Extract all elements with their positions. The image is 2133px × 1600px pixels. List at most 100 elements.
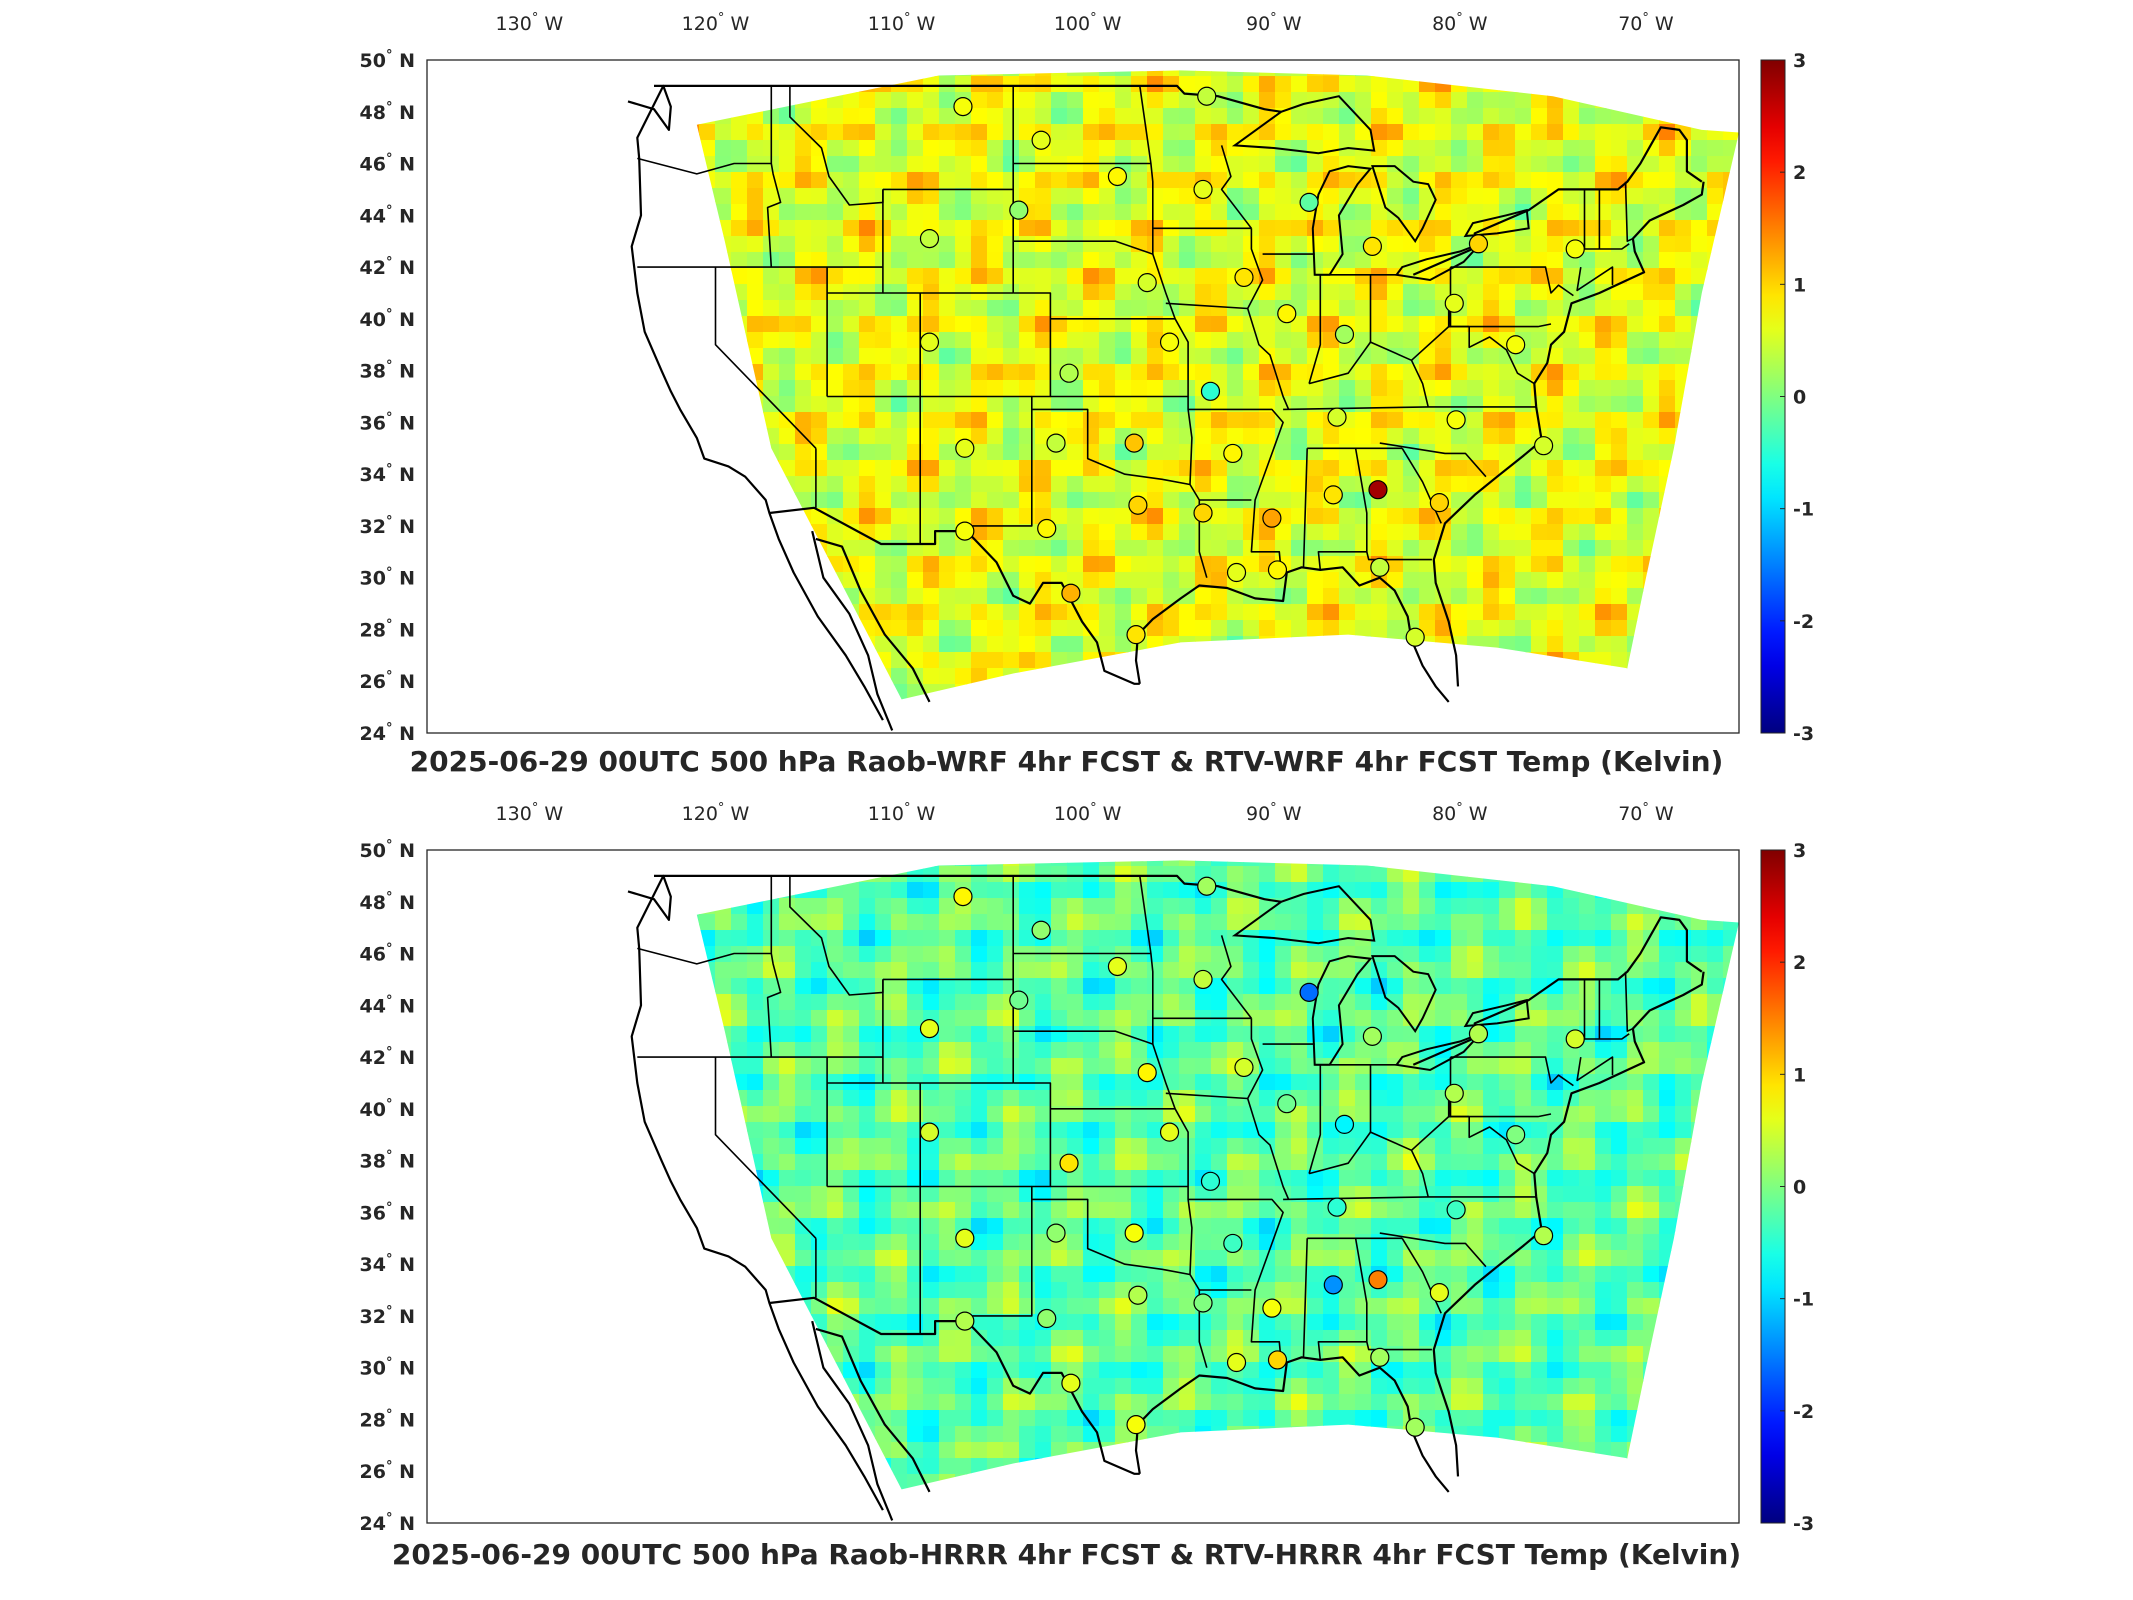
colorbar-tick-label: -2 <box>1793 611 1814 633</box>
colorbar-tick-label: 0 <box>1793 1177 1806 1199</box>
raob-station-marker <box>1277 304 1297 324</box>
latitude-label: 38° N <box>360 359 415 383</box>
title-wrf: 2025-06-29 00UTC 500 hPa Raob-WRF 4hr FC… <box>409 745 1724 778</box>
latitude-label: 40° N <box>360 307 415 331</box>
raob-station-marker <box>1031 130 1051 150</box>
raob-station-marker <box>1107 166 1128 187</box>
coastline <box>811 1320 894 1521</box>
plot-frame <box>426 849 1740 1524</box>
state-boundary <box>1624 971 1634 1032</box>
raob-station-marker <box>1444 293 1464 313</box>
panel-wrf: 130° W 120° W 110° W 100° W 90° W 80° W 70° W 5… <box>0 0 2133 790</box>
national-border <box>1412 916 1703 1066</box>
state-boundary <box>1308 274 1322 384</box>
latitude-label: 46° N <box>360 942 415 966</box>
raob-station-marker <box>1267 1350 1288 1370</box>
raob-station-marker <box>1506 1125 1526 1145</box>
raob-station-marker <box>1128 495 1148 515</box>
state-boundary <box>1152 253 1189 397</box>
colorbar-tick-label: -2 <box>1793 1401 1814 1423</box>
longitude-label: 100° W <box>1054 11 1122 35</box>
raob-station-marker <box>1262 1298 1282 1318</box>
raob-station-marker <box>1446 410 1466 430</box>
state-boundary <box>714 267 817 449</box>
latitude-label: 42° N <box>360 1045 415 1069</box>
raob-station-marker <box>1037 518 1057 539</box>
great-lake-outline <box>1231 885 1376 945</box>
state-boundary <box>1379 442 1487 478</box>
state-boundary <box>1220 145 1253 229</box>
latitude-label: 40° N <box>360 1097 415 1121</box>
colorbar-tick-label: 1 <box>1793 1064 1806 1086</box>
longitude-label: 110° W <box>868 11 936 35</box>
longitude-label: 120° W <box>682 11 750 35</box>
state-boundary <box>766 875 782 1058</box>
raob-station-marker <box>919 1019 940 1039</box>
raob-station-marker <box>1370 557 1390 577</box>
raob-station-marker <box>1429 1283 1449 1303</box>
raob-station-marker <box>1234 1057 1254 1078</box>
state-boundary <box>1302 448 1308 568</box>
state-boundary <box>1468 326 1535 385</box>
raob-station-marker <box>1193 503 1213 523</box>
coastline <box>815 537 931 703</box>
state-boundary <box>1031 408 1191 486</box>
latitude-label: 46° N <box>360 152 415 176</box>
map-hrrr: 130° W 120° W 110° W 100° W 90° W 80° W 70° W 5… <box>360 801 1815 1535</box>
raob-station-marker <box>953 886 973 907</box>
raob-station-marker <box>1200 1171 1221 1191</box>
raob-station-marker <box>1061 1373 1081 1393</box>
colorbar-tick-label: -3 <box>1793 723 1814 745</box>
latitude-label: 36° N <box>360 410 415 434</box>
coastline <box>1432 971 1705 1477</box>
raob-station-marker <box>1362 1026 1382 1046</box>
raob-station-marker <box>1159 1122 1180 1142</box>
latitude-label: 32° N <box>360 514 415 538</box>
latitude-label: 28° N <box>360 1407 415 1431</box>
latitude-label: 26° N <box>360 1459 415 1483</box>
state-boundary <box>1624 181 1634 242</box>
great-lake-outline <box>1371 165 1437 244</box>
raob-station-marker <box>1200 381 1221 401</box>
raob-station-marker <box>1405 627 1425 647</box>
raob-station-marker <box>1429 493 1449 513</box>
state-boundary <box>1246 1098 1290 1200</box>
raob-station-marker <box>1323 1275 1343 1295</box>
state-boundary <box>1013 240 1154 255</box>
state-boundary <box>1576 1056 1614 1082</box>
longitude-label: 120° W <box>682 801 750 825</box>
colorbar-tick-label: 3 <box>1793 50 1806 72</box>
colorbar-tick-label: 2 <box>1793 162 1806 184</box>
coastline <box>627 84 884 721</box>
raob-station-marker <box>1037 1308 1057 1329</box>
raob-station-marker <box>1277 1094 1297 1114</box>
state-boundary <box>1152 1043 1189 1187</box>
latitude-label: 50° N <box>360 838 415 862</box>
raob-station-marker <box>1137 1063 1157 1083</box>
state-boundary <box>1366 1341 1432 1351</box>
state-boundary <box>637 157 772 175</box>
coastline <box>811 530 894 731</box>
raob-station-marker <box>1046 1223 1066 1243</box>
raob-station-marker <box>1446 1200 1466 1220</box>
state-boundary <box>1379 1232 1487 1268</box>
state-boundary <box>1283 1196 1537 1201</box>
raob-station-marker <box>919 229 940 249</box>
raob-station-marker <box>955 1228 975 1248</box>
raob-station-marker <box>919 332 940 352</box>
state-boundary <box>1139 85 1154 255</box>
great-lake-outline <box>1231 95 1376 155</box>
longitude-label: 70° W <box>1618 11 1674 35</box>
colorbar-tick-label: -1 <box>1793 1289 1814 1311</box>
national-border <box>769 506 1140 685</box>
raob-station-marker <box>955 521 975 541</box>
state-boundary <box>1308 1064 1322 1174</box>
latitude-label: 36° N <box>360 1200 415 1224</box>
raob-station-marker <box>1506 335 1526 355</box>
state-boundary <box>1031 1198 1191 1276</box>
raob-station-marker <box>1137 273 1157 293</box>
state-boundary <box>1450 266 1574 297</box>
raob-station-marker <box>1565 239 1585 259</box>
state-boundary <box>1450 1056 1574 1087</box>
longitude-label: 80° W <box>1432 801 1488 825</box>
